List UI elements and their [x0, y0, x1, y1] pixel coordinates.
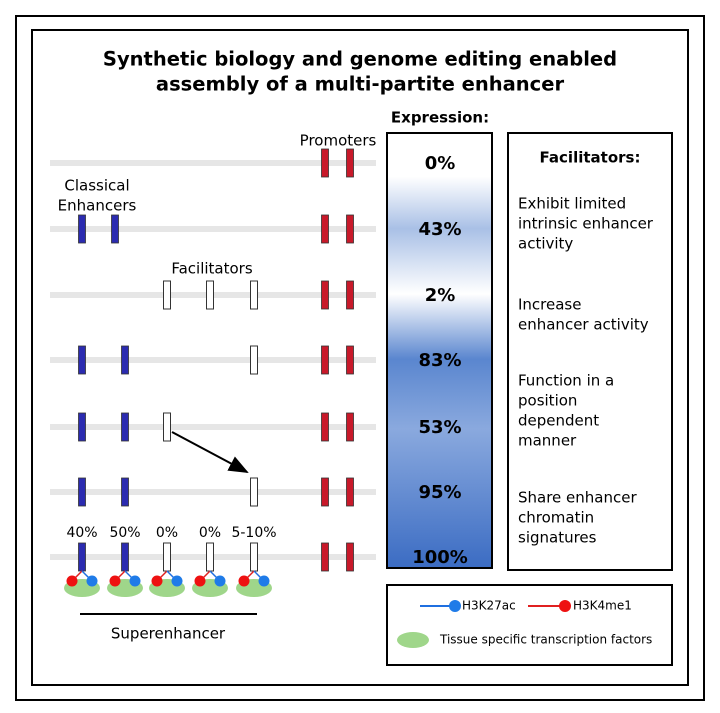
dna-strand: [50, 226, 376, 232]
activity-label: 40%: [66, 525, 97, 541]
h3k27ac-dot: [214, 575, 226, 587]
h3k4me1-dot: [66, 575, 78, 587]
panel-title: Facilitators:: [540, 149, 641, 167]
facilitators-label: Facilitators: [171, 260, 252, 278]
facilitator: [250, 345, 258, 375]
legend-dot: [449, 600, 461, 612]
h3k27ac-dot: [86, 575, 98, 587]
superenhancer-label: Superenhancer: [111, 625, 226, 643]
facilitator: [250, 542, 258, 572]
classical-enhancer: [78, 412, 86, 442]
classical-enhancer: [78, 542, 86, 572]
expression-value: 0%: [425, 153, 456, 174]
dna-strand: [50, 357, 376, 363]
enhancers-label: Enhancers: [58, 197, 137, 215]
promoter: [346, 477, 354, 507]
h3k27ac-dot: [129, 575, 141, 587]
h3k27ac-dot: [258, 575, 270, 587]
panel-text: Exhibit limited: [518, 195, 626, 213]
classical-enhancer: [111, 214, 119, 244]
facilitator: [206, 280, 214, 310]
promoters-label: Promoters: [300, 132, 377, 150]
outer-frame: [15, 15, 705, 701]
expression-value: 83%: [418, 350, 461, 371]
panel-text: intrinsic enhancer: [518, 215, 654, 233]
classical-enhancer: [121, 345, 129, 375]
h3k4me1-dot: [109, 575, 121, 587]
panel-text: signatures: [518, 529, 597, 547]
classical-enhancer: [121, 542, 129, 572]
panel-text: Function in a: [518, 372, 614, 390]
legend-tf: [397, 632, 429, 648]
panel-text: manner: [518, 432, 577, 450]
panel-text: position: [518, 392, 577, 410]
legend-text: Tissue specific transcription factors: [439, 633, 652, 647]
promoter: [346, 345, 354, 375]
promoter: [346, 542, 354, 572]
h3k27ac-dot: [171, 575, 183, 587]
classical-enhancer: [78, 214, 86, 244]
panel-text: Increase: [518, 296, 581, 314]
promoter: [321, 214, 329, 244]
promoter: [346, 148, 354, 178]
activity-label: 0%: [199, 525, 221, 541]
facilitator: [206, 542, 214, 572]
expression-value: 43%: [418, 219, 461, 240]
dna-strand: [50, 160, 376, 166]
promoter: [321, 345, 329, 375]
panel-text: dependent: [518, 412, 599, 430]
activity-label: 0%: [156, 525, 178, 541]
h3k4me1-dot: [151, 575, 163, 587]
facilitators-panel: [507, 132, 673, 571]
h3k4me1-dot: [194, 575, 206, 587]
expression-bar: [386, 132, 493, 569]
dna-strand: [50, 489, 376, 495]
move-arrow: [171, 431, 249, 473]
classical-enhancer: [121, 412, 129, 442]
facilitator: [250, 477, 258, 507]
activity-label: 50%: [109, 525, 140, 541]
promoter: [321, 412, 329, 442]
promoter: [346, 280, 354, 310]
facilitator: [250, 280, 258, 310]
inner-frame: [31, 29, 689, 686]
facilitator: [163, 542, 171, 572]
panel-text: activity: [518, 235, 573, 253]
dna-strand: [50, 424, 376, 430]
facilitator: [163, 412, 171, 442]
panel-text: chromatin: [518, 509, 594, 527]
classical-enhancer: [78, 345, 86, 375]
h3k4me1-dot: [238, 575, 250, 587]
expression-value: 95%: [418, 482, 461, 503]
activity-label: 5-10%: [231, 525, 276, 541]
promoter: [346, 412, 354, 442]
classical-enhancer: [121, 477, 129, 507]
panel-text: Share enhancer: [518, 489, 637, 507]
promoter: [321, 148, 329, 178]
promoter: [321, 280, 329, 310]
enhancers-label: Classical: [64, 177, 129, 195]
promoter: [321, 477, 329, 507]
facilitator: [163, 280, 171, 310]
expression-value: 53%: [418, 417, 461, 438]
title: assembly of a multi-partite enhancer: [156, 73, 565, 96]
expression-value: 2%: [425, 285, 456, 306]
legend-text: H3K27ac: [462, 599, 516, 613]
panel-text: enhancer activity: [518, 316, 649, 334]
title: Synthetic biology and genome editing ena…: [103, 48, 617, 71]
expression-value: 100%: [412, 547, 468, 568]
legend-dot: [559, 600, 571, 612]
legend-box: [386, 584, 673, 666]
legend-text: H3K4me1: [573, 599, 632, 613]
promoter: [321, 542, 329, 572]
promoter: [346, 214, 354, 244]
classical-enhancer: [78, 477, 86, 507]
expression-title: Expression:: [391, 109, 489, 127]
